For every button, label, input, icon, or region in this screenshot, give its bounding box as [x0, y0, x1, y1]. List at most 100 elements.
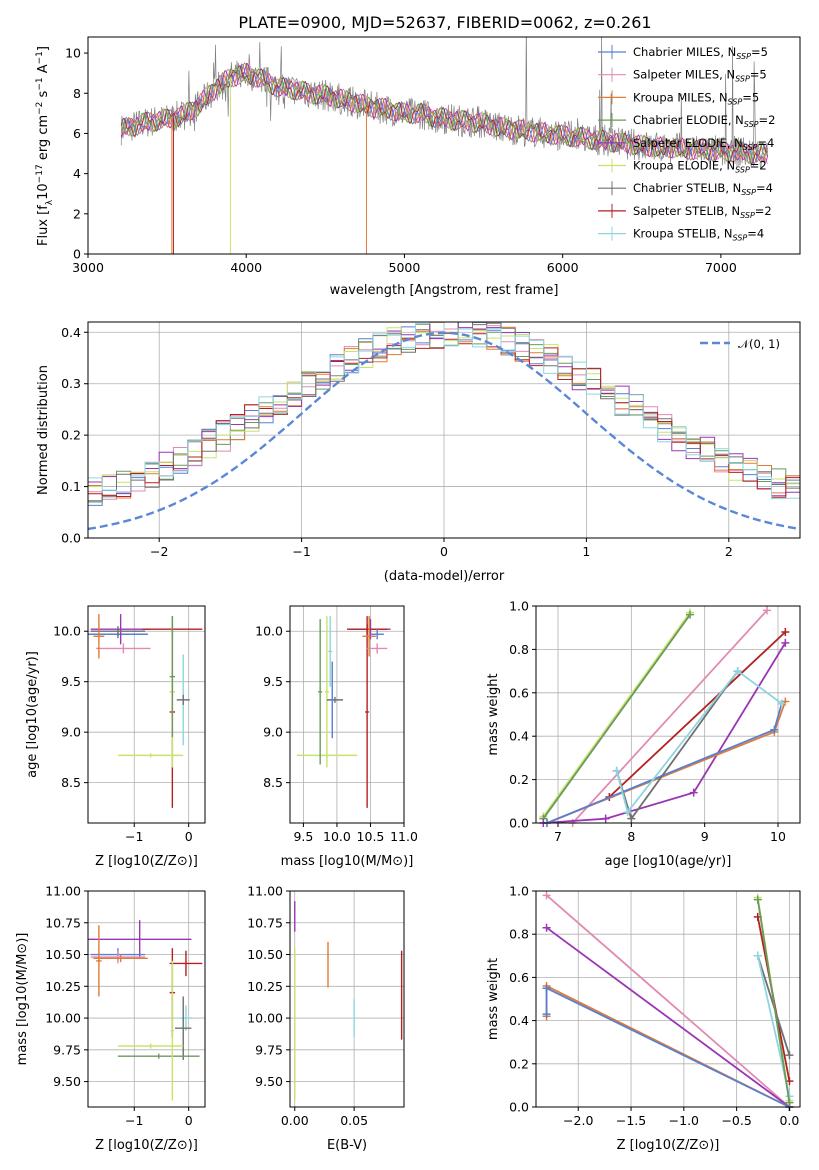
legend-entry: Kroupa MILES, NSSP=5 [633, 90, 759, 106]
legend-entry: 𝒩(0, 1) [738, 337, 780, 351]
y-tick-label: 0.0 [509, 1100, 529, 1115]
mass-vs-z-plot: −1 0 9.50 9.75 10.00 10.25 10.50 10.75 11.00 Z [l… [15, 884, 206, 1153]
mass-weight-point [612, 766, 621, 775]
mass-weight-point [542, 1010, 551, 1019]
legend-entry-sub: SSP [733, 234, 748, 243]
legend-entry-sub: SSP [741, 188, 756, 197]
y-tick-label: 9.50 [53, 1074, 81, 1089]
y-tick-label: 0.4 [509, 1013, 529, 1028]
legend-entry: Chabrier STELIB, NSSP=4 [633, 181, 773, 197]
legend-entry: Chabrier ELODIE, NSSP=2 [633, 113, 775, 129]
x-tick-label: −1 [125, 1113, 143, 1128]
legend-entry-tail: =5 [742, 90, 759, 104]
axes-frame [87, 605, 206, 824]
x-tick-label: −1.0 [669, 1113, 699, 1128]
y-tick-label: 10.00 [45, 1011, 81, 1026]
y-tick-label: 9.75 [53, 1042, 81, 1057]
legend-entry-main: Chabrier STELIB, N [633, 181, 741, 195]
axes-frame [535, 605, 801, 824]
legend-entry-sub: SSP [735, 166, 750, 175]
y-tick-label: 4 [73, 166, 81, 181]
legend-entry-sub: SSP [740, 211, 755, 220]
legend-entry: Kroupa STELIB, NSSP=4 [633, 227, 764, 243]
y-tick-label: 10.25 [45, 979, 81, 994]
y-tick-label: 10.75 [45, 915, 81, 930]
x-axis-label: mass [log10(M/M⊙)] [281, 854, 414, 869]
legend-entry-tail: =2 [750, 159, 767, 173]
y-tick-label: 0.0 [61, 531, 81, 546]
legend-entry-tail: =5 [750, 68, 767, 82]
axes-frame [87, 36, 801, 255]
legend-entry-sub: SSP [736, 52, 751, 61]
y-tick-label: 1.0 [509, 884, 529, 899]
axes-frame [535, 890, 801, 1108]
x-tick-label: 0.0 [779, 1113, 799, 1128]
legend-entry: Salpeter ELODIE, NSSP=4 [633, 136, 774, 152]
legend-entry-main: Kroupa STELIB, N [633, 227, 733, 241]
axes-frame [289, 890, 405, 1108]
x-tick-label: −1.5 [616, 1113, 646, 1128]
x-tick-label: 9 [701, 829, 709, 844]
x-tick-label: 5000 [389, 260, 421, 275]
y-tick-label: 0.6 [509, 685, 529, 700]
mass-weight-point [753, 895, 762, 904]
legend-entry: Chabrier MILES, NSSP=5 [633, 45, 768, 61]
y-tick-label: 6 [73, 126, 81, 141]
mass-vs-ebv-points [294, 901, 403, 1101]
x-tick-label: 8 [627, 829, 635, 844]
mass-weight-line [546, 894, 790, 1108]
mass-vs-z-points [88, 920, 203, 1101]
x-tick-label: 10.5 [357, 829, 385, 844]
age-vs-z-points [88, 614, 203, 808]
residuals-plot: −2 −1 0 1 2 0.0 0.1 0.2 0.3 0.4 (data-model)/error… [36, 321, 801, 584]
y-tick-label: 0.1 [61, 479, 81, 494]
x-tick-label: 1 [582, 544, 590, 559]
legend-entry: Kroupa ELODIE, NSSP=2 [633, 159, 767, 175]
figure-title: PLATE=0900, MJD=52637, FIBERID=0062, z=0… [238, 13, 651, 32]
legend-entry: Salpeter MILES, NSSP=5 [633, 68, 767, 84]
age-vs-mass-plot: 9.5 10.0 10.5 11.0 8.5 9.0 9.5 10.0 mass [log10(… [255, 605, 418, 869]
mass-weight-line [542, 614, 691, 820]
weight-vs-age-plot: 7 8 9 10 0.0 0.2 0.4 0.6 0.8 1.0 age [log10(age/yr… [486, 599, 801, 869]
y-axis-label: age [log10(age/yr)] [25, 651, 40, 778]
mass-weight-point [777, 699, 786, 708]
y-tick-label: 0.2 [509, 1056, 529, 1071]
y-axis-label: mass weight [486, 958, 501, 1040]
mass-weight-point [542, 984, 551, 993]
x-tick-label: −1 [292, 544, 310, 559]
legend-entry-tail: =5 [751, 45, 768, 59]
y-tick-label: 0.8 [509, 642, 529, 657]
y-tick-label: 10.75 [247, 915, 283, 930]
x-tick-label: 0.05 [340, 1113, 368, 1128]
x-tick-label: 3000 [72, 260, 104, 275]
mass-weight-point [753, 951, 762, 960]
y-tick-label: 11.00 [45, 884, 81, 899]
y-axis-label: mass weight [486, 673, 501, 755]
x-tick-label: 7000 [705, 260, 737, 275]
mass-weight-point [781, 628, 790, 637]
x-tick-label: 11.0 [390, 829, 418, 844]
mass-weight-line [756, 899, 791, 1103]
y-tick-label: 10.50 [247, 947, 283, 962]
y-tick-label: 9.5 [61, 674, 81, 689]
legend-entry-main: Chabrier ELODIE, N [633, 113, 744, 127]
mass-weight-point [689, 788, 698, 797]
spectrum-lines [120, 37, 769, 254]
x-tick-label: 2 [725, 544, 733, 559]
y-tick-label: 8 [73, 86, 81, 101]
spectrum-legend: Chabrier MILES, NSSP=5 Salpeter MILES, NS… [598, 45, 775, 243]
legend-entry-tail: =4 [757, 136, 774, 150]
y-tick-label: 10.50 [45, 947, 81, 962]
y-tick-label: 9.0 [61, 725, 81, 740]
mass-weight-point [770, 725, 779, 734]
x-tick-label: 0 [185, 1113, 193, 1128]
mass-weight-point [542, 891, 551, 900]
x-tick-label: 7 [554, 829, 562, 844]
mass-weight-point [601, 814, 610, 823]
mass-weight-point [686, 610, 694, 619]
mass-weight-point [785, 1051, 794, 1060]
y-tick-label: 0.6 [509, 970, 529, 985]
y-axis-label: Flux [fλ10−17 erg cm−2 s−1 A−1] [35, 46, 55, 246]
y-tick-label: 10.0 [255, 624, 283, 639]
